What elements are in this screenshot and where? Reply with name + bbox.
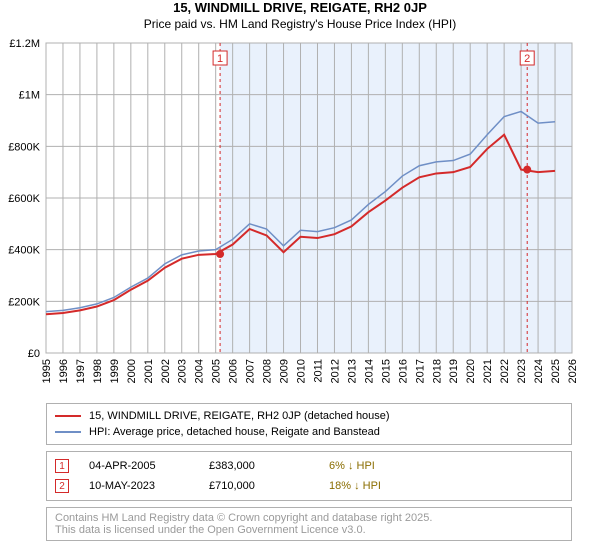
x-tick-label: 2012 bbox=[329, 359, 341, 383]
sale-index: 1 bbox=[55, 459, 69, 473]
x-tick-label: 2003 bbox=[177, 359, 189, 383]
sale-row: 1 04-APR-2005£383,0006% ↓ HPI bbox=[55, 456, 563, 476]
x-tick-label: 2004 bbox=[194, 359, 206, 383]
legend-row: HPI: Average price, detached house, Reig… bbox=[55, 424, 563, 440]
x-tick-label: 2017 bbox=[414, 359, 426, 383]
attribution-line: This data is licensed under the Open Gov… bbox=[55, 524, 563, 536]
x-tick-label: 2001 bbox=[143, 359, 155, 383]
y-tick-label: £400K bbox=[8, 245, 40, 257]
x-tick-label: 2014 bbox=[363, 359, 375, 383]
legend-label: HPI: Average price, detached house, Reig… bbox=[89, 426, 380, 438]
legend-swatch bbox=[55, 431, 81, 433]
y-tick-label: £800K bbox=[8, 141, 40, 153]
attribution-line: Contains HM Land Registry data © Crown c… bbox=[55, 512, 563, 524]
chart-area: £0 £200K £400K £600K £800K £1M £1.2M 1995 1996 19… bbox=[0, 37, 600, 397]
sale-marker-number: 2 bbox=[524, 53, 530, 65]
sale-date: 10-MAY-2023 bbox=[89, 480, 209, 492]
sale-date: 04-APR-2005 bbox=[89, 460, 209, 472]
legend: 15, WINDMILL DRIVE, REIGATE, RH2 0JP (de… bbox=[46, 403, 572, 445]
x-tick-label: 1999 bbox=[109, 359, 121, 383]
x-tick-label: 2023 bbox=[516, 359, 528, 383]
x-tick-label: 2021 bbox=[482, 359, 494, 383]
y-tick-label: £1M bbox=[19, 90, 40, 102]
x-tick-label: 2005 bbox=[211, 359, 223, 383]
sale-dot bbox=[216, 250, 224, 258]
sale-marker-number: 1 bbox=[217, 53, 223, 65]
x-tick-label: 2019 bbox=[448, 359, 460, 383]
line-chart: £0 £200K £400K £600K £800K £1M £1.2M 1995 1996 19… bbox=[0, 37, 600, 397]
chart-subtitle: Price paid vs. HM Land Registry's House … bbox=[0, 17, 600, 31]
sale-dot bbox=[523, 166, 531, 174]
sale-index: 2 bbox=[55, 479, 69, 493]
x-tick-label: 1995 bbox=[41, 359, 53, 383]
x-tick-label: 2007 bbox=[245, 359, 257, 383]
y-tick-label: £0 bbox=[28, 348, 40, 360]
sale-delta: 18% ↓ HPI bbox=[329, 480, 381, 492]
legend-label: 15, WINDMILL DRIVE, REIGATE, RH2 0JP (de… bbox=[89, 410, 390, 422]
sale-price: £710,000 bbox=[209, 480, 329, 492]
sale-delta: 6% ↓ HPI bbox=[329, 460, 375, 472]
x-tick-label: 2013 bbox=[346, 359, 358, 383]
x-tick-label: 2011 bbox=[312, 359, 324, 383]
legend-row: 15, WINDMILL DRIVE, REIGATE, RH2 0JP (de… bbox=[55, 408, 563, 424]
x-tick-label: 2009 bbox=[279, 359, 291, 383]
x-tick-label: 2000 bbox=[126, 359, 138, 383]
chart-title: 15, WINDMILL DRIVE, REIGATE, RH2 0JP bbox=[0, 0, 600, 15]
x-tick-label: 2016 bbox=[397, 359, 409, 383]
y-tick-label: £1.2M bbox=[9, 38, 40, 50]
x-tick-label: 2026 bbox=[567, 359, 579, 383]
y-tick-label: £600K bbox=[8, 193, 40, 205]
attribution: Contains HM Land Registry data © Crown c… bbox=[46, 507, 572, 541]
sale-row: 2 10-MAY-2023£710,00018% ↓ HPI bbox=[55, 476, 563, 496]
x-tick-label: 2020 bbox=[465, 359, 477, 383]
x-tick-label: 1996 bbox=[58, 359, 70, 383]
x-tick-label: 1998 bbox=[92, 359, 104, 383]
x-tick-label: 2015 bbox=[380, 359, 392, 383]
legend-swatch bbox=[55, 415, 81, 417]
x-tick-label: 2002 bbox=[160, 359, 172, 383]
x-tick-label: 2008 bbox=[262, 359, 274, 383]
x-tick-label: 2024 bbox=[533, 359, 545, 383]
x-tick-label: 2022 bbox=[499, 359, 511, 383]
x-tick-label: 2010 bbox=[296, 359, 308, 383]
x-tick-label: 2006 bbox=[228, 359, 240, 383]
sales-table: 1 04-APR-2005£383,0006% ↓ HPI 2 10-MAY-2023… bbox=[46, 451, 572, 501]
sale-price: £383,000 bbox=[209, 460, 329, 472]
x-tick-label: 2018 bbox=[431, 359, 443, 383]
y-tick-label: £200K bbox=[8, 296, 40, 308]
x-tick-label: 2025 bbox=[550, 359, 562, 383]
x-tick-label: 1997 bbox=[75, 359, 87, 383]
